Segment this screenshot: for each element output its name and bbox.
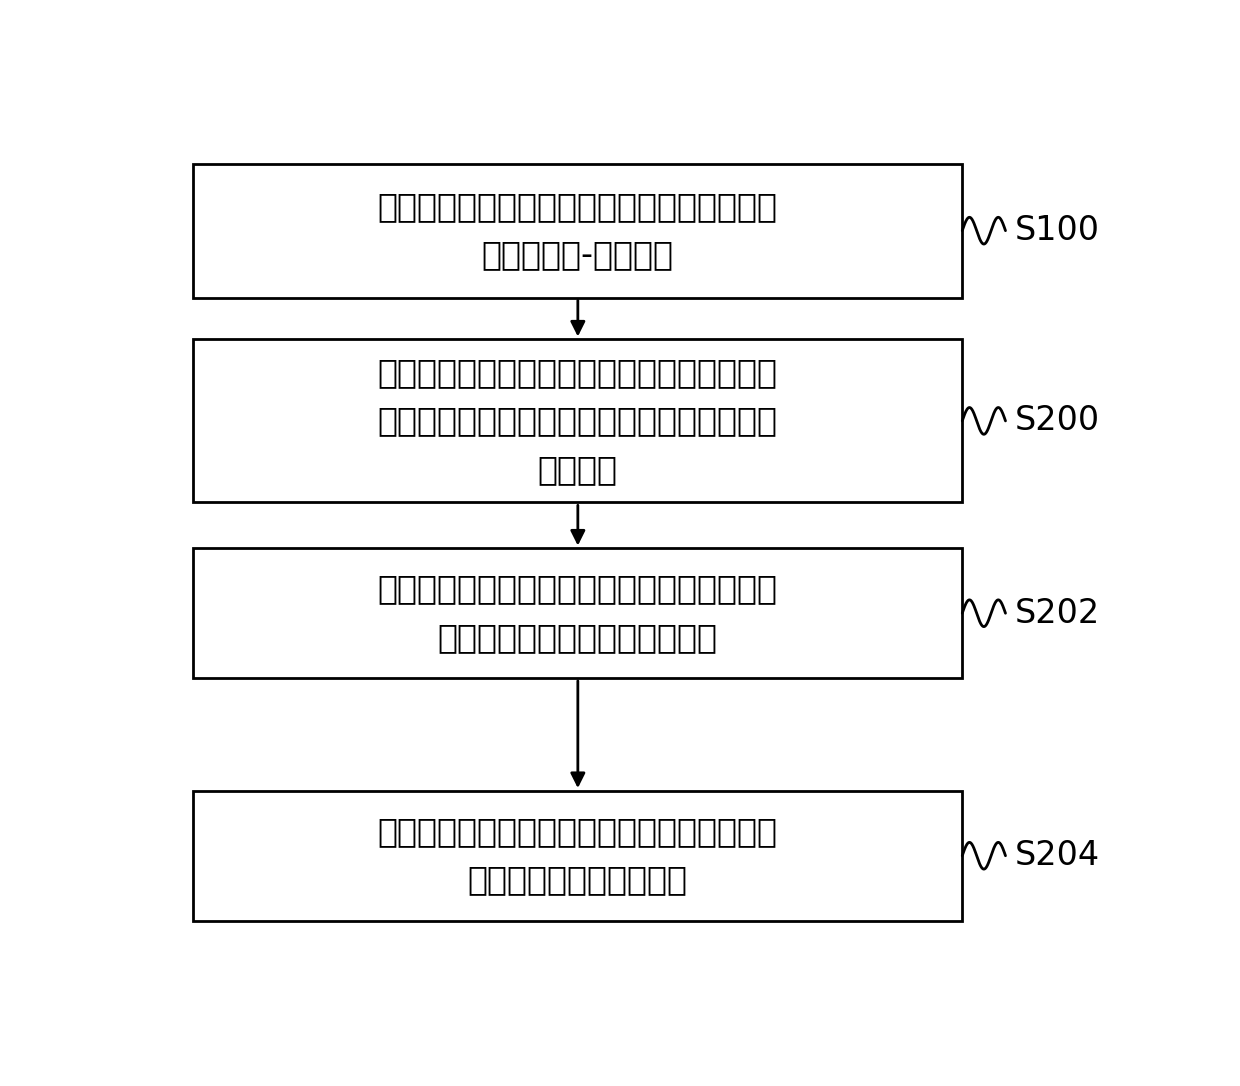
- FancyBboxPatch shape: [193, 339, 962, 503]
- Text: 比较所述多个分配方案的每一个分配方案所对
应的所述多台发电机组的总能耗: 比较所述多个分配方案的每一个分配方案所对 应的所述多台发电机组的总能耗: [378, 572, 777, 654]
- FancyBboxPatch shape: [193, 548, 962, 678]
- Text: S204: S204: [1016, 839, 1100, 872]
- FancyBboxPatch shape: [193, 791, 962, 921]
- Text: S200: S200: [1016, 404, 1100, 438]
- Text: S202: S202: [1016, 596, 1100, 630]
- Text: 根据所获取的所述每一台发电机组的负荷限度
和负荷能耗特性以及计划总负荷值，计算多个
分配方案: 根据所获取的所述每一台发电机组的负荷限度 和负荷能耗特性以及计划总负荷值，计算多…: [378, 356, 777, 487]
- Text: 根据所述比较的结果选择使所述多台发电机组
的总能耗最低的分配方案: 根据所述比较的结果选择使所述多台发电机组 的总能耗最低的分配方案: [378, 814, 777, 897]
- Text: S100: S100: [1016, 214, 1100, 248]
- Text: 获取多台发电机组中的每一台发电机组的负荷
限度和负荷-能耗特性: 获取多台发电机组中的每一台发电机组的负荷 限度和负荷-能耗特性: [378, 190, 777, 272]
- FancyBboxPatch shape: [193, 164, 962, 298]
